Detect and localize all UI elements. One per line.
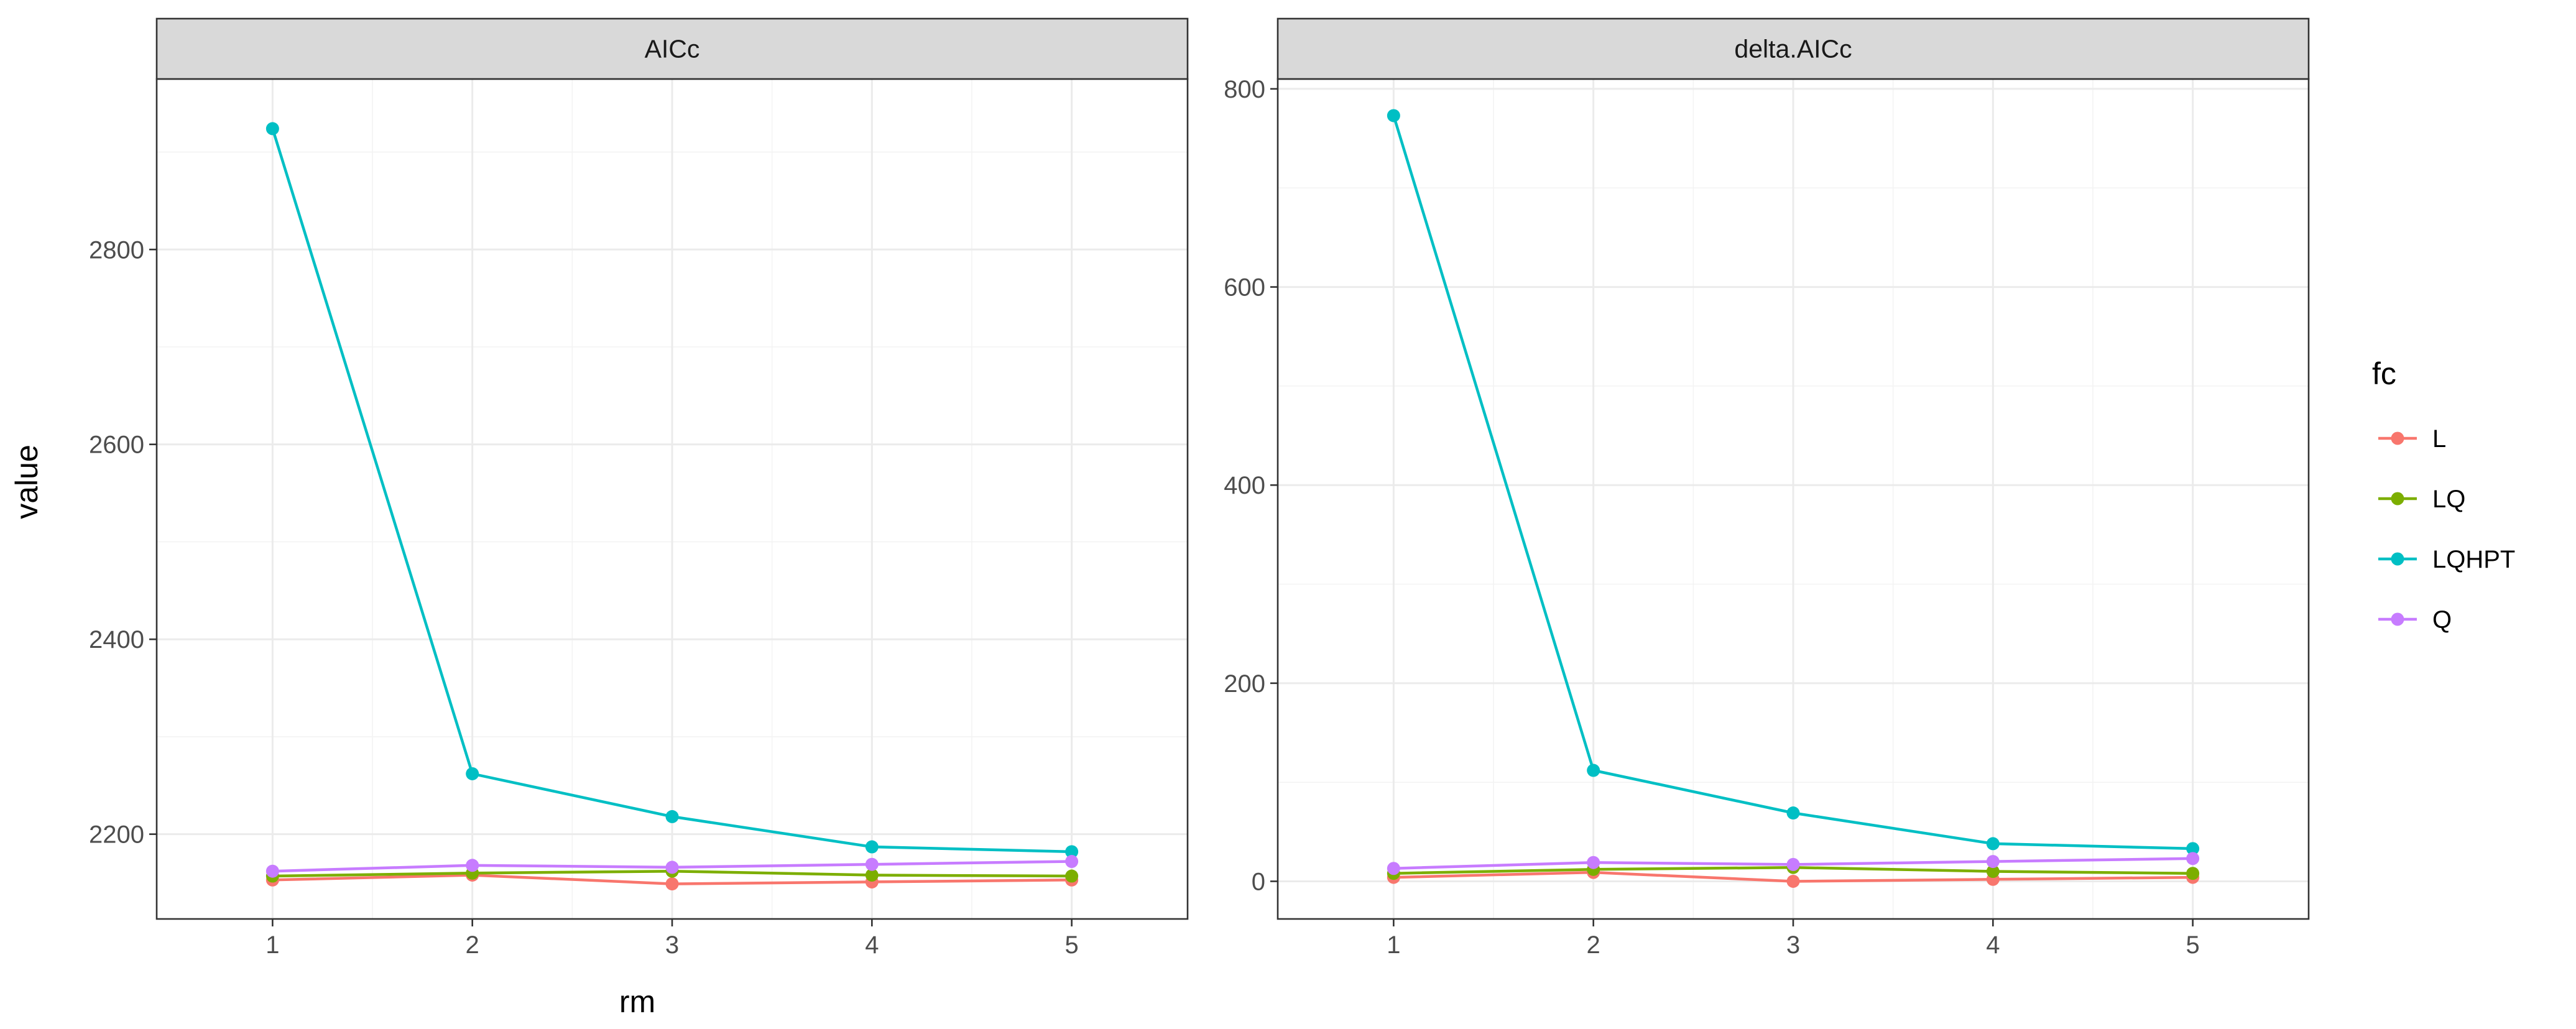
y-tick-label: 2600 <box>89 431 144 459</box>
facet-strip <box>1276 17 2310 80</box>
legend: fc L LQ LQHPT Q <box>2372 356 2515 634</box>
point-q-rm3 <box>1786 857 1800 871</box>
y-tick-label: 2800 <box>89 236 144 264</box>
point-lqhpt-rm5 <box>1065 845 1079 859</box>
legend-label: LQHPT <box>2432 546 2515 573</box>
legend-label: Q <box>2432 606 2452 634</box>
legend-key-point <box>2391 552 2404 566</box>
x-tick-label: 5 <box>2186 931 2200 959</box>
legend-entry-l: L <box>2378 425 2446 453</box>
point-lqhpt-rm2 <box>466 767 479 780</box>
x-tick-label: 4 <box>865 931 879 959</box>
y-tick-label: 200 <box>1224 670 1265 698</box>
point-lqhpt-rm1 <box>265 122 279 136</box>
point-q-rm4 <box>865 857 879 871</box>
point-lqhpt-rm1 <box>1387 109 1400 122</box>
y-tick-label: 800 <box>1224 76 1265 103</box>
series-points <box>265 122 1079 891</box>
facet-strip-label: AICc <box>645 35 700 63</box>
point-q-rm2 <box>1587 856 1600 869</box>
point-l-rm3 <box>665 877 679 891</box>
point-q-rm1 <box>265 864 279 878</box>
point-q-rm2 <box>466 859 479 872</box>
legend-title: fc <box>2372 356 2396 391</box>
x-tick-label: 2 <box>1587 931 1600 959</box>
legend-entry-q: Q <box>2378 606 2452 634</box>
x-tick-label: 3 <box>665 931 679 959</box>
point-lqhpt-rm3 <box>665 810 679 823</box>
legend-label: L <box>2432 425 2446 453</box>
x-tick-label: 1 <box>265 931 279 959</box>
x-axis-title: rm <box>619 984 655 1019</box>
point-lqhpt-rm5 <box>2186 842 2200 856</box>
point-lqhpt-rm4 <box>865 840 879 854</box>
legend-label: LQ <box>2432 486 2465 513</box>
point-q-rm1 <box>1387 862 1400 875</box>
y-tick-label: 2400 <box>89 626 144 653</box>
legend-key-point <box>2391 612 2404 626</box>
y-tick-label: 2200 <box>89 821 144 849</box>
x-tick-label: 1 <box>1387 931 1400 959</box>
point-lqhpt-rm3 <box>1786 806 1800 820</box>
point-q-rm3 <box>665 861 679 874</box>
point-q-rm5 <box>2186 852 2200 865</box>
y-tick-label: 400 <box>1224 472 1265 499</box>
y-tick-label: 600 <box>1224 274 1265 302</box>
legend-key-point <box>2391 431 2404 445</box>
panel-1: AICc 2200 2400 2600 2800 1 2 3 4 5 <box>89 17 1189 959</box>
legend-key-point <box>2391 492 2404 505</box>
point-lqhpt-rm2 <box>1587 764 1600 777</box>
x-tick-label: 4 <box>1986 931 2000 959</box>
y-axis-title: value <box>9 445 44 519</box>
point-q-rm4 <box>1986 855 2000 869</box>
y-tick-label: 0 <box>1252 868 1265 895</box>
legend-keys: L LQ LQHPT Q <box>2378 425 2515 634</box>
panel-2: delta.AICc 0 200 400 600 800 1 2 3 4 5 <box>1224 17 2310 959</box>
x-tick-label: 2 <box>466 931 479 959</box>
x-tick-label: 3 <box>1786 931 1800 959</box>
point-lqhpt-rm4 <box>1986 837 2000 851</box>
point-l-rm3 <box>1786 874 1800 888</box>
legend-entry-lqhpt: LQHPT <box>2378 546 2515 573</box>
facet-strip <box>155 17 1189 80</box>
series-points <box>1387 109 2200 888</box>
point-q-rm5 <box>1065 855 1079 869</box>
point-lq-rm4 <box>1986 865 2000 879</box>
facet-strip-label: delta.AICc <box>1734 35 1852 63</box>
point-lq-rm4 <box>865 868 879 882</box>
point-lq-rm5 <box>2186 867 2200 880</box>
point-lq-rm5 <box>1065 869 1079 883</box>
x-tick-label: 5 <box>1065 931 1079 959</box>
legend-entry-lq: LQ <box>2378 486 2465 513</box>
